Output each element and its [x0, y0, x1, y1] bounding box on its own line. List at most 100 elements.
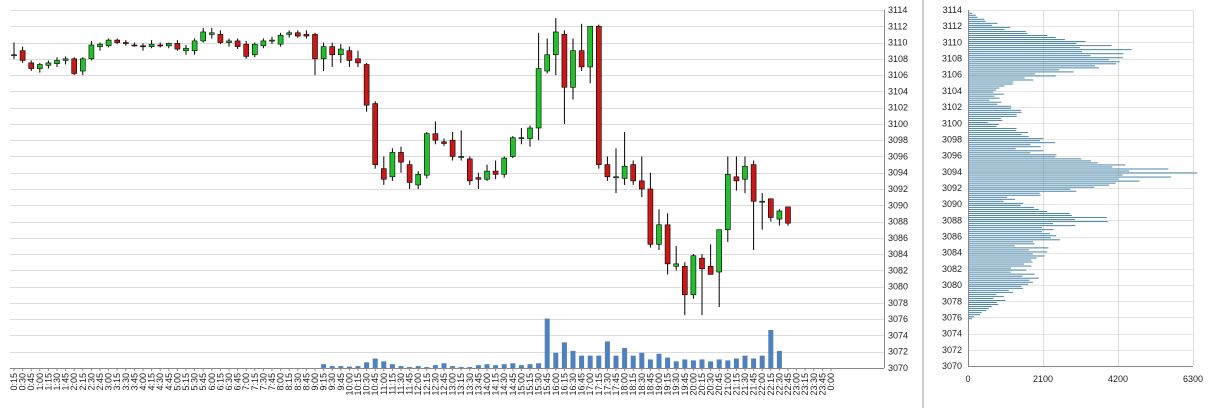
profile-bar — [969, 308, 989, 310]
profile-bar — [969, 32, 1028, 34]
volume-bar — [493, 365, 499, 368]
time-axis: 0:150:300:451:001:151:301:452:002:152:30… — [9, 368, 836, 396]
profile-bar — [969, 77, 1025, 79]
profile-bar — [969, 204, 1021, 206]
candle-body-down — [174, 43, 181, 50]
candle-body-down — [294, 32, 301, 37]
price-tick-label: 3112 — [888, 21, 907, 31]
profile-price-tick-label: 3086 — [942, 232, 962, 242]
profile-price-tick-label: 3082 — [942, 264, 962, 274]
candle-body-up — [105, 39, 112, 47]
profile-bar — [969, 105, 1012, 107]
time-tick-label: 17:15 — [594, 373, 604, 396]
time-tick-label: 9:00 — [310, 373, 320, 391]
profile-bar — [969, 275, 1023, 277]
volume-bar — [510, 363, 516, 368]
profile-price-tick-label: 3096 — [942, 151, 962, 161]
profile-bar — [969, 188, 1071, 190]
profile-bar — [969, 75, 1056, 77]
candle-body-up — [337, 48, 344, 56]
profile-bar — [969, 49, 1132, 51]
profile-price-tick-label: 3102 — [942, 102, 962, 112]
volume-bar — [424, 367, 430, 368]
volume-bar — [441, 363, 447, 368]
candle-body-up — [613, 176, 619, 179]
volume-bar — [553, 352, 559, 368]
candle-body-down — [398, 152, 404, 163]
time-tick-label: 23:45 — [817, 373, 827, 396]
candle-body-down — [733, 176, 740, 182]
candle-body-down — [131, 44, 138, 47]
candle-body-up — [191, 40, 198, 51]
profile-bar — [969, 299, 1006, 301]
candle-body-down — [234, 40, 241, 47]
profile-volume-tick-label: 6300 — [1183, 374, 1203, 384]
profile-bar — [969, 316, 975, 318]
volume-bar — [450, 366, 456, 368]
profile-bar — [969, 291, 1014, 293]
profile-bar — [969, 243, 1035, 245]
candle-body-down — [647, 188, 654, 245]
time-tick-label: 0:45 — [26, 373, 36, 391]
time-tick-label: 5:45 — [198, 373, 208, 391]
profile-bar — [969, 225, 1076, 227]
profile-bar — [969, 138, 1044, 140]
candle-body-up — [209, 32, 215, 35]
profile-price-tick-label: 3114 — [943, 5, 962, 15]
profile-bar — [969, 237, 1051, 239]
candle-body-up — [226, 40, 232, 43]
profile-bar — [969, 312, 982, 314]
time-tick-label: 20:00 — [688, 373, 698, 396]
time-tick-label: 12:45 — [439, 373, 449, 396]
candle-body-up — [570, 50, 576, 88]
volume-bar — [432, 365, 438, 368]
price-tick-label: 3108 — [888, 54, 908, 64]
time-tick-label: 1:30 — [52, 373, 62, 391]
candle-body-up — [166, 43, 172, 47]
profile-bar — [969, 117, 1001, 119]
candle-body-down — [140, 45, 146, 48]
price-tick-label: 3078 — [888, 298, 908, 308]
profile-bars — [969, 12, 1198, 320]
candle-body-down — [157, 44, 163, 47]
time-tick-label: 7:00 — [241, 373, 251, 391]
profile-bar — [969, 43, 1077, 45]
candle-body-up — [742, 165, 748, 180]
candle-body-down — [449, 139, 456, 157]
price-tick-label: 3104 — [888, 86, 908, 96]
time-tick-label: 3:00 — [104, 373, 114, 391]
volume-bar — [561, 342, 567, 368]
profile-price-tick-label: 3088 — [942, 215, 962, 225]
candle-body-down — [561, 34, 568, 88]
price-tick-label: 3074 — [888, 330, 908, 340]
volume-bar — [381, 361, 387, 368]
profile-bar — [969, 65, 1096, 67]
profile-bar — [969, 265, 1032, 267]
candle-body-down — [355, 58, 361, 64]
volume-bar — [622, 348, 628, 368]
candle-body-up — [759, 200, 766, 203]
volume-bar — [398, 366, 404, 368]
profile-price-tick-label: 3092 — [942, 183, 962, 193]
time-tick-label: 4:45 — [164, 373, 174, 391]
profile-bar — [969, 61, 1120, 63]
volume-bar — [630, 355, 636, 368]
volume-bar — [647, 359, 653, 368]
profile-bar — [969, 16, 978, 18]
profile-bar — [969, 146, 1041, 148]
candle-body-down — [441, 141, 447, 144]
time-tick-label: 10:30 — [362, 373, 372, 396]
profile-bar — [969, 79, 1034, 81]
candle-body-up — [286, 32, 293, 35]
candle-body-up — [97, 43, 103, 47]
time-tick-label: 0:00 — [826, 373, 836, 391]
profile-bar — [969, 182, 1116, 184]
time-tick-label: 19:30 — [671, 373, 681, 396]
profile-bar — [969, 39, 1065, 41]
time-tick-label: 23:30 — [809, 373, 819, 396]
time-tick-label: 16:15 — [559, 373, 569, 396]
time-tick-label: 1:45 — [61, 373, 71, 391]
volume-bar — [725, 360, 731, 368]
candle-body-down — [19, 50, 26, 61]
time-tick-label: 13:45 — [473, 373, 483, 396]
